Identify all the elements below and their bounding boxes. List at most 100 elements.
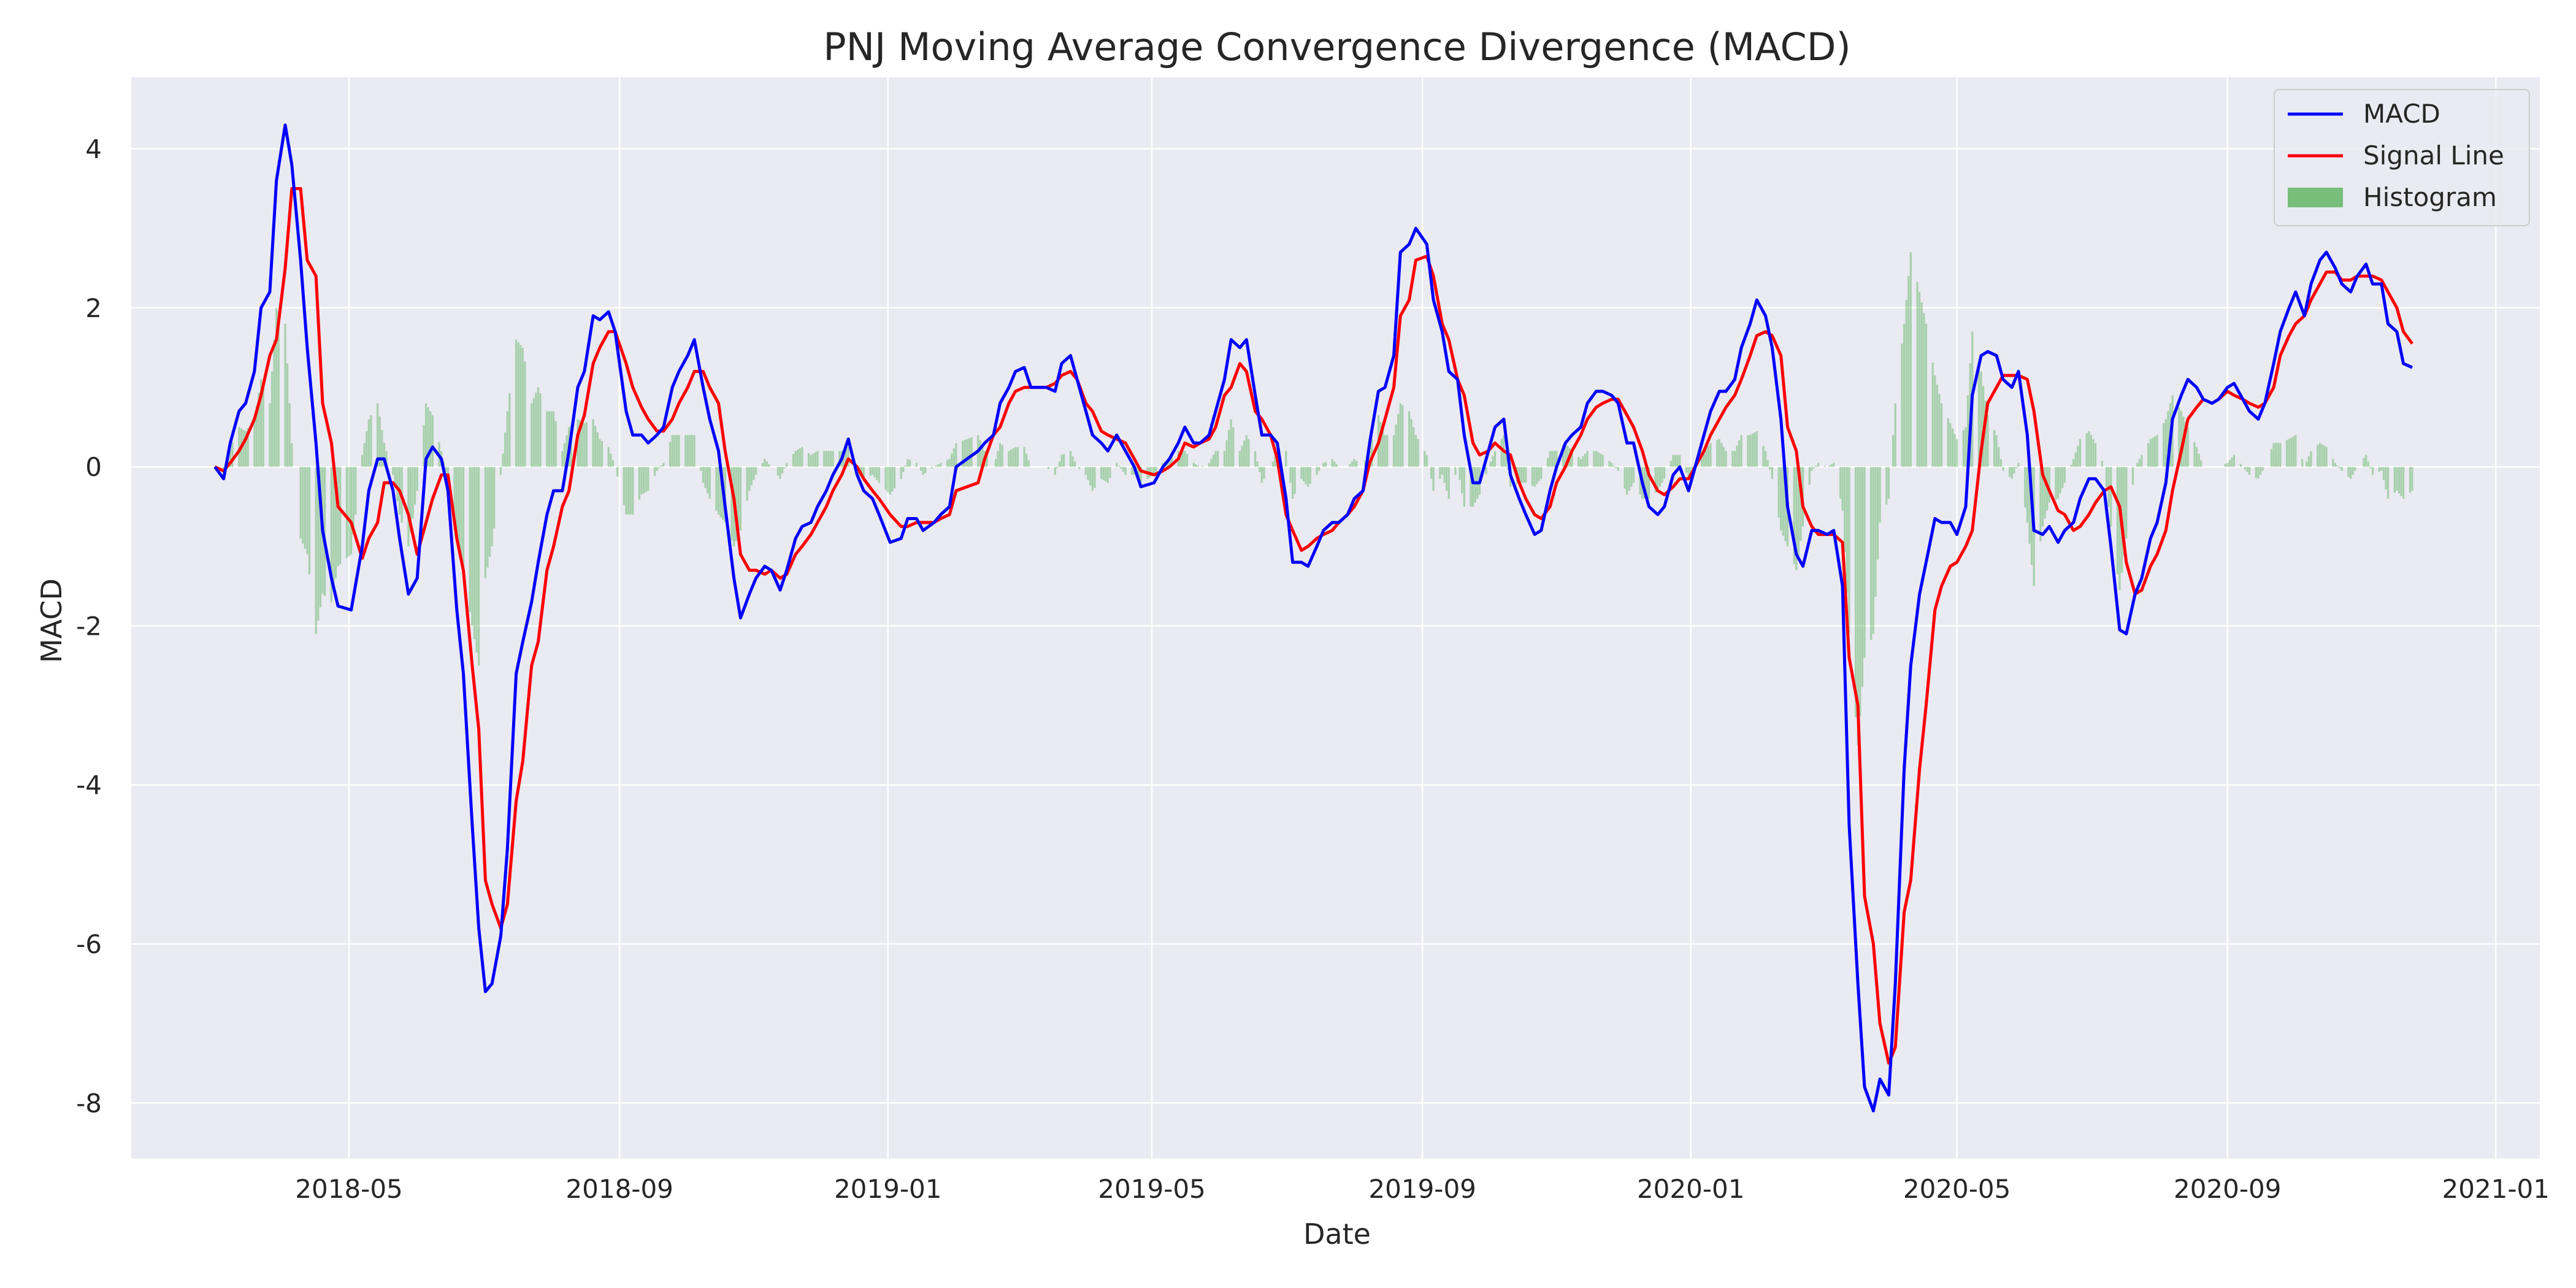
histogram-bar xyxy=(1812,467,1815,469)
histogram-bar xyxy=(1907,276,1910,467)
histogram-bar xyxy=(1274,456,1276,467)
histogram-bar xyxy=(904,466,907,467)
histogram-bar xyxy=(2336,466,2339,467)
chart-title: PNJ Moving Average Convergence Divergenc… xyxy=(823,25,1850,69)
histogram-bar xyxy=(2369,467,2372,469)
histogram-bar xyxy=(684,435,687,467)
histogram-bar xyxy=(532,397,535,467)
histogram-bar xyxy=(1016,447,1019,467)
histogram-bar xyxy=(2193,442,2196,467)
histogram-bar xyxy=(2352,467,2354,475)
histogram-bar xyxy=(1069,451,1071,467)
histogram-bar xyxy=(1454,467,1457,475)
histogram-bar xyxy=(1073,461,1076,467)
histogram-bar xyxy=(1186,454,1189,467)
histogram-bar xyxy=(2167,411,2169,467)
histogram-bar xyxy=(284,323,286,467)
histogram-bar xyxy=(656,467,658,471)
histogram-bar xyxy=(1593,451,1595,467)
histogram-bar xyxy=(1736,445,1738,467)
histogram-bar xyxy=(2180,411,2183,467)
histogram-bar xyxy=(1936,385,1938,467)
histogram-bar xyxy=(642,467,645,494)
histogram-bar xyxy=(1623,467,1626,489)
histogram-bar xyxy=(761,462,764,467)
histogram-bar xyxy=(2125,467,2128,539)
histogram-bar xyxy=(599,439,601,467)
histogram-bar xyxy=(1300,467,1303,479)
histogram-bar xyxy=(700,467,702,471)
histogram-bar xyxy=(323,467,326,596)
histogram-bar xyxy=(1302,467,1305,481)
histogram-bar xyxy=(519,345,522,467)
histogram-bar xyxy=(871,467,874,475)
histogram-bar xyxy=(1425,454,1428,467)
histogram-bar xyxy=(1353,459,1355,467)
histogram-bar xyxy=(2057,467,2060,499)
histogram-bar xyxy=(1892,435,1895,467)
histogram-bar xyxy=(1663,467,1666,479)
histogram-bar xyxy=(1747,435,1749,467)
histogram-bar xyxy=(2156,435,2158,467)
histogram-bar xyxy=(2184,421,2187,467)
histogram-bar xyxy=(231,442,234,467)
histogram-bar xyxy=(1841,467,1844,511)
histogram-bar xyxy=(431,415,434,467)
histogram-bar xyxy=(873,467,876,478)
histogram-bar xyxy=(2393,467,2396,493)
histogram-bar xyxy=(1536,467,1538,485)
histogram-bar xyxy=(1800,467,1802,542)
histogram-bar xyxy=(964,440,966,467)
x-tick-label: 2019-01 xyxy=(834,1174,942,1204)
histogram-bar xyxy=(1489,461,1492,467)
histogram-bar xyxy=(286,363,289,467)
histogram-bar xyxy=(907,459,909,467)
histogram-bar xyxy=(884,467,887,490)
histogram-bar xyxy=(783,467,786,469)
histogram-bar xyxy=(1600,453,1602,467)
histogram-bar xyxy=(823,451,826,467)
histogram-bar xyxy=(1857,467,1859,745)
histogram-bar xyxy=(1934,375,1936,467)
histogram-bar xyxy=(339,467,342,564)
histogram-bar xyxy=(1784,467,1787,542)
histogram-bar xyxy=(2301,459,2304,467)
histogram-bar xyxy=(1733,451,1736,467)
histogram-bar xyxy=(2334,462,2337,467)
histogram-bar xyxy=(1661,467,1663,483)
histogram-bar xyxy=(887,467,889,493)
histogram-bar xyxy=(1094,467,1096,488)
histogram-bar xyxy=(348,467,350,557)
histogram-bar xyxy=(445,467,447,472)
histogram-bar xyxy=(2307,456,2310,467)
histogram-bar xyxy=(1584,453,1587,467)
histogram-bar xyxy=(1522,467,1525,483)
histogram-bar xyxy=(2318,443,2321,467)
histogram-bar xyxy=(291,443,293,467)
histogram-bar xyxy=(394,467,396,488)
histogram-bar xyxy=(754,467,757,475)
histogram-bar xyxy=(367,419,370,467)
histogram-bar xyxy=(2400,467,2402,496)
histogram-bar xyxy=(1260,467,1263,483)
histogram-bar xyxy=(1998,447,2000,467)
histogram-bar xyxy=(779,467,781,479)
histogram-bar xyxy=(1254,451,1257,467)
histogram-bar xyxy=(1430,467,1433,479)
histogram-bar xyxy=(2275,443,2277,467)
histogram-bar xyxy=(2349,467,2352,479)
histogram-bar xyxy=(1408,411,1411,467)
histogram-bar xyxy=(308,467,311,575)
histogram-bar xyxy=(2323,445,2326,467)
histogram-bar xyxy=(2226,462,2229,467)
histogram-bar xyxy=(238,427,240,467)
histogram-bar xyxy=(653,467,656,476)
histogram-bar xyxy=(2363,458,2365,467)
histogram-bar xyxy=(429,411,432,467)
histogram-bar xyxy=(1386,435,1389,467)
histogram-bar xyxy=(640,467,643,495)
histogram-bar xyxy=(275,307,278,467)
histogram-bar xyxy=(1271,461,1274,467)
histogram-bar xyxy=(1335,464,1338,467)
histogram-bar xyxy=(2116,467,2119,575)
